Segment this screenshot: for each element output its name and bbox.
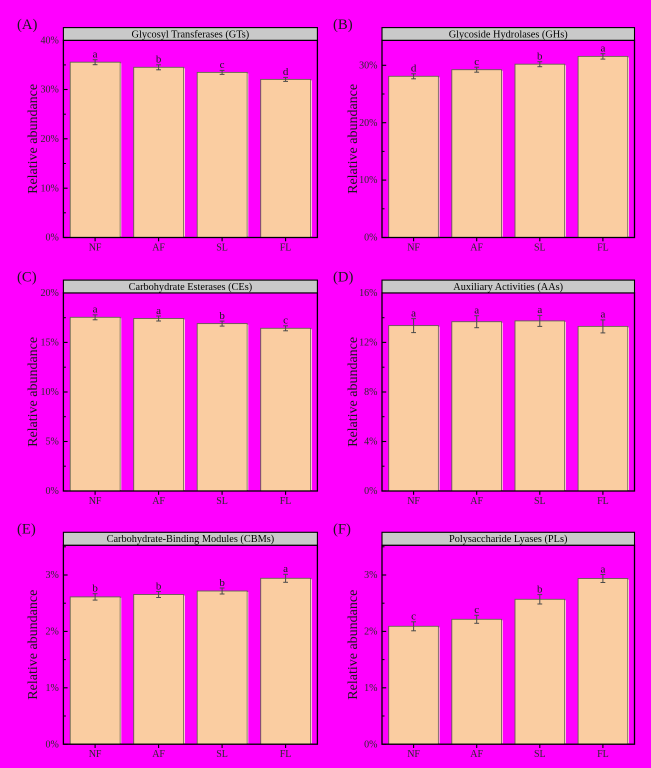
svg-text:15%: 15% bbox=[41, 338, 59, 349]
svg-text:NF: NF bbox=[89, 242, 102, 253]
svg-text:a: a bbox=[93, 304, 98, 316]
svg-text:b: b bbox=[156, 580, 162, 592]
svg-text:16%: 16% bbox=[359, 288, 377, 299]
svg-text:c: c bbox=[474, 56, 479, 68]
svg-text:10%: 10% bbox=[41, 183, 59, 194]
svg-text:0%: 0% bbox=[364, 233, 377, 244]
svg-text:Relative abundance: Relative abundance bbox=[26, 590, 41, 700]
svg-text:2%: 2% bbox=[46, 627, 59, 638]
svg-text:FL: FL bbox=[280, 496, 292, 507]
svg-text:0%: 0% bbox=[46, 233, 59, 244]
svg-text:c: c bbox=[220, 59, 225, 71]
svg-text:a: a bbox=[600, 43, 605, 55]
svg-text:Carbohydrate-Binding Modules (: Carbohydrate-Binding Modules (CBMs) bbox=[107, 534, 275, 545]
svg-text:10%: 10% bbox=[359, 175, 377, 186]
svg-text:a: a bbox=[537, 304, 542, 316]
svg-text:(D): (D) bbox=[333, 269, 353, 285]
svg-text:4%: 4% bbox=[364, 437, 377, 448]
svg-text:0%: 0% bbox=[46, 486, 59, 497]
svg-text:30%: 30% bbox=[41, 85, 59, 96]
svg-text:20%: 20% bbox=[41, 134, 59, 145]
svg-text:d: d bbox=[411, 63, 417, 75]
svg-text:a: a bbox=[283, 563, 288, 575]
svg-text:Glycosyl Transferases (GTs): Glycosyl Transferases (GTs) bbox=[132, 29, 250, 40]
svg-text:SL: SL bbox=[534, 496, 546, 507]
svg-text:b: b bbox=[537, 51, 543, 63]
svg-text:FL: FL bbox=[597, 749, 609, 760]
svg-text:a: a bbox=[600, 563, 605, 575]
svg-text:SL: SL bbox=[534, 749, 546, 760]
svg-text:Polysaccharide Lyases (PLs): Polysaccharide Lyases (PLs) bbox=[449, 534, 567, 545]
svg-text:SL: SL bbox=[216, 749, 228, 760]
svg-text:b: b bbox=[219, 310, 225, 322]
svg-text:Relative abundance: Relative abundance bbox=[26, 337, 41, 447]
svg-text:Relative abundance: Relative abundance bbox=[346, 84, 361, 194]
svg-text:30%: 30% bbox=[359, 60, 377, 71]
svg-text:(B): (B) bbox=[333, 17, 353, 33]
svg-text:c: c bbox=[283, 315, 288, 327]
svg-text:AF: AF bbox=[152, 242, 165, 253]
svg-text:Carbohydrate Esterases (CEs): Carbohydrate Esterases (CEs) bbox=[129, 282, 253, 293]
svg-text:a: a bbox=[411, 307, 416, 319]
svg-text:a: a bbox=[156, 305, 161, 317]
svg-text:AF: AF bbox=[152, 496, 165, 507]
svg-text:20%: 20% bbox=[41, 288, 59, 299]
svg-text:5%: 5% bbox=[46, 437, 59, 448]
svg-text:3%: 3% bbox=[364, 570, 377, 581]
svg-text:3%: 3% bbox=[46, 570, 59, 581]
svg-text:Auxiliary Activities (AAs): Auxiliary Activities (AAs) bbox=[453, 282, 563, 293]
svg-text:NF: NF bbox=[407, 242, 420, 253]
svg-text:FL: FL bbox=[597, 242, 609, 253]
svg-text:0%: 0% bbox=[364, 739, 377, 750]
svg-text:1%: 1% bbox=[364, 683, 377, 694]
svg-text:0%: 0% bbox=[46, 739, 59, 750]
svg-text:NF: NF bbox=[407, 749, 420, 760]
svg-text:AF: AF bbox=[470, 496, 483, 507]
svg-text:FL: FL bbox=[597, 496, 609, 507]
svg-text:AF: AF bbox=[152, 749, 165, 760]
svg-text:40%: 40% bbox=[41, 35, 59, 46]
svg-text:b: b bbox=[92, 583, 98, 595]
svg-text:1%: 1% bbox=[46, 683, 59, 694]
svg-text:c: c bbox=[474, 604, 479, 616]
svg-text:a: a bbox=[474, 305, 479, 317]
svg-text:12%: 12% bbox=[359, 338, 377, 349]
svg-text:AF: AF bbox=[470, 242, 483, 253]
svg-text:Relative abundance: Relative abundance bbox=[346, 590, 361, 700]
svg-text:(E): (E) bbox=[17, 522, 36, 538]
svg-text:NF: NF bbox=[89, 749, 102, 760]
svg-text:10%: 10% bbox=[41, 387, 59, 398]
svg-text:NF: NF bbox=[89, 496, 102, 507]
svg-text:0%: 0% bbox=[364, 486, 377, 497]
svg-text:2%: 2% bbox=[364, 627, 377, 638]
svg-text:AF: AF bbox=[470, 749, 483, 760]
svg-text:SL: SL bbox=[216, 496, 228, 507]
svg-text:FL: FL bbox=[280, 242, 292, 253]
svg-text:SL: SL bbox=[216, 242, 228, 253]
svg-text:a: a bbox=[93, 49, 98, 61]
svg-text:(C): (C) bbox=[17, 269, 37, 285]
svg-text:Relative abundance: Relative abundance bbox=[26, 84, 41, 194]
svg-text:b: b bbox=[219, 577, 225, 589]
svg-text:(F): (F) bbox=[333, 522, 351, 538]
svg-text:a: a bbox=[600, 309, 605, 321]
svg-text:SL: SL bbox=[534, 242, 546, 253]
svg-text:NF: NF bbox=[407, 496, 420, 507]
svg-text:b: b bbox=[156, 54, 162, 66]
svg-text:20%: 20% bbox=[359, 118, 377, 129]
svg-text:c: c bbox=[411, 611, 416, 623]
svg-text:d: d bbox=[283, 66, 289, 78]
svg-text:Relative abundance: Relative abundance bbox=[346, 337, 361, 447]
svg-text:Glycoside Hydrolases (GHs): Glycoside Hydrolases (GHs) bbox=[449, 29, 568, 40]
svg-text:8%: 8% bbox=[364, 387, 377, 398]
svg-text:b: b bbox=[537, 583, 543, 595]
svg-text:FL: FL bbox=[280, 749, 292, 760]
svg-text:(A): (A) bbox=[17, 17, 37, 33]
